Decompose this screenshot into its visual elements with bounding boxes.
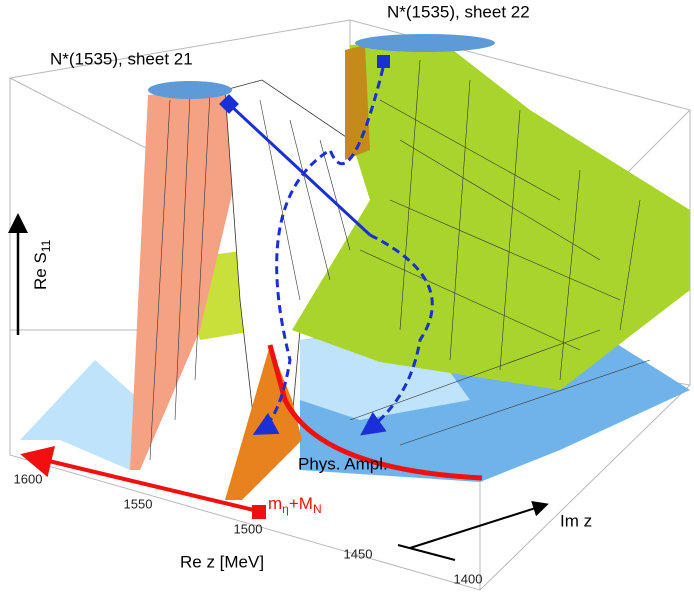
threshold-n: N xyxy=(313,502,322,516)
tick-label: 1500 xyxy=(234,521,263,536)
sheet22-label: N*(1535), sheet 22 xyxy=(387,2,530,21)
im-z-label: Im z xyxy=(560,511,592,530)
re-s11-sub: 11 xyxy=(39,239,53,252)
sheet21-cap xyxy=(148,81,232,99)
tick-label: 1450 xyxy=(344,546,373,561)
threshold-plus-m: +M xyxy=(289,494,313,513)
re-s11-label: Re S11 xyxy=(31,239,53,290)
threshold-label: mη+MN xyxy=(268,494,322,516)
tick-label: 1550 xyxy=(124,496,153,511)
surfaces xyxy=(20,34,690,500)
sheet22-cap xyxy=(355,34,495,52)
re-s11-text: Re S xyxy=(31,252,50,290)
tick-label: 1400 xyxy=(454,571,483,586)
tick-label: 1600 xyxy=(14,471,43,486)
surface-left xyxy=(20,360,140,470)
sheet21-label: N*(1535), sheet 21 xyxy=(50,49,193,68)
phys-ampl-label: Phys. Ampl. xyxy=(298,454,388,473)
threshold-eta: η xyxy=(282,502,289,516)
threshold-m: m xyxy=(268,494,282,513)
figure: N*(1535), sheet 21 N*(1535), sheet 22 Ph… xyxy=(0,0,694,595)
re-z-label: Re z [MeV] xyxy=(180,552,264,571)
